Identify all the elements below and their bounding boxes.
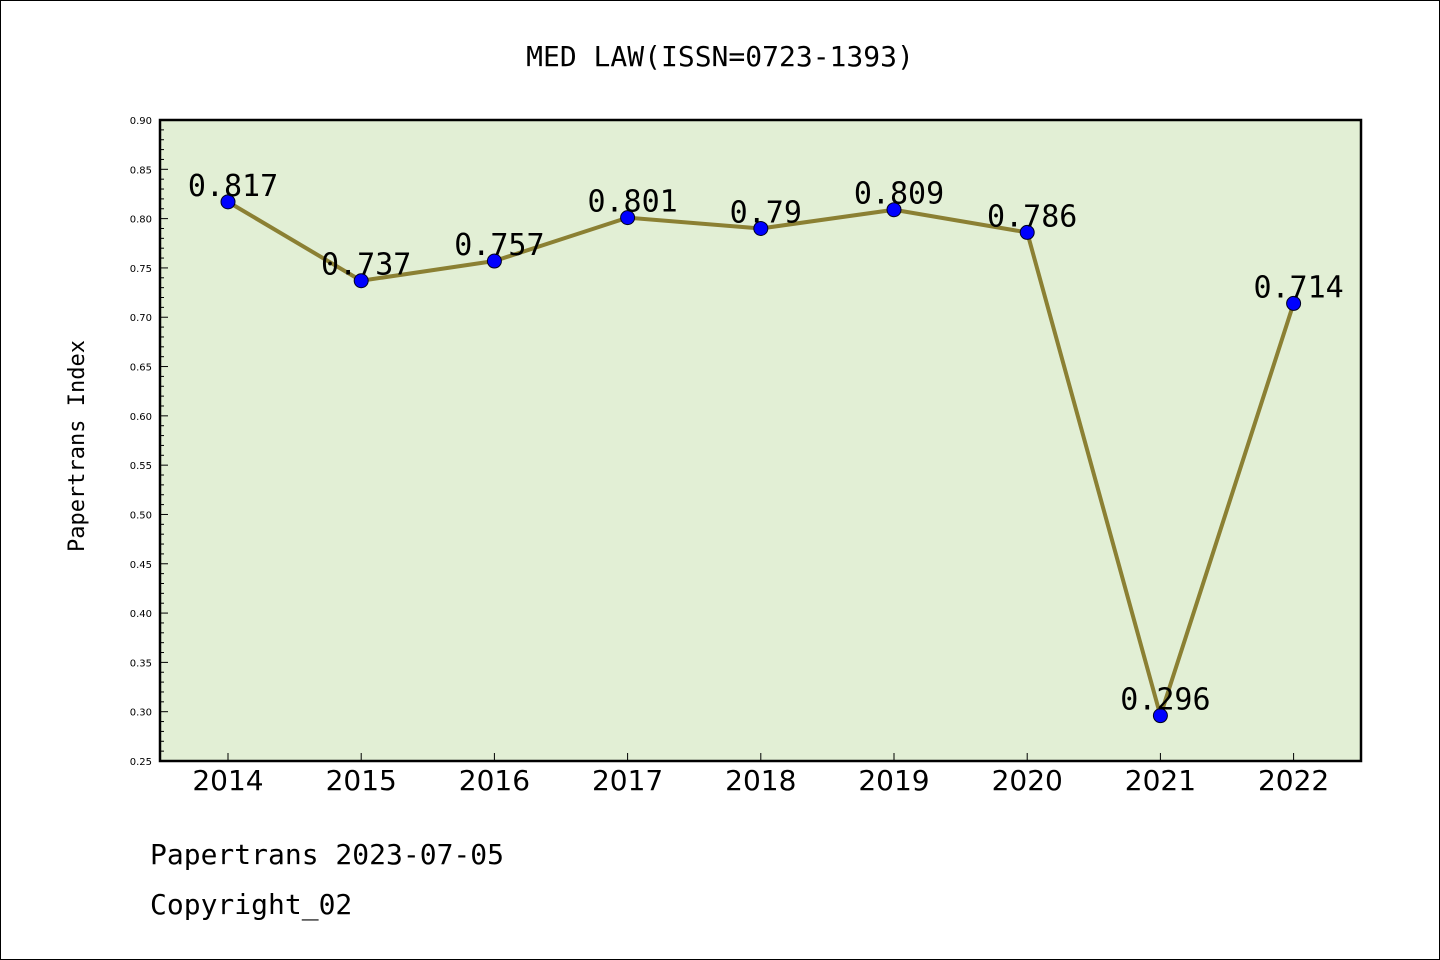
- data-point: [220, 194, 236, 210]
- y-tick-label: 0.55: [130, 461, 152, 472]
- y-tick-label: 0.35: [130, 658, 152, 669]
- data-label: 0.786: [987, 199, 1077, 234]
- y-tick-label: 0.75: [130, 264, 152, 275]
- data-point: [1019, 224, 1035, 240]
- y-tick-label: 0.60: [130, 412, 152, 423]
- x-tick-label: 2014: [192, 764, 263, 797]
- footer-copyright: Copyright_02: [150, 888, 352, 922]
- y-tick-label: 0.80: [130, 215, 152, 226]
- data-point: [620, 210, 636, 226]
- y-tick-label: 0.85: [130, 165, 152, 176]
- y-axis: 0.25 0.30 0.35 0.40 0.45 0.50 0.55 0.60 0.65 0.70…: [130, 116, 168, 768]
- y-tick-label: 0.30: [130, 708, 152, 719]
- data-point: [1286, 295, 1302, 311]
- x-tick-label: 2016: [459, 764, 530, 797]
- chart-title: MED LAW(ISSN=0723-1393): [526, 40, 914, 73]
- series-group: [220, 194, 1302, 724]
- data-label: 0.817: [188, 169, 278, 204]
- data-label: 0.296: [1120, 683, 1210, 718]
- x-tick-label: 2021: [1125, 764, 1196, 797]
- data-label: 0.757: [454, 228, 544, 263]
- y-tick-label: 0.25: [130, 757, 152, 768]
- data-point: [486, 253, 502, 269]
- x-tick-label: 2018: [725, 764, 796, 797]
- data-labels: 0.817 0.737 0.757 0.801 0.79 0.809 0.786 0.296 0…: [188, 169, 1344, 718]
- footer-date: Papertrans 2023-07-05: [150, 838, 504, 871]
- data-label: 0.714: [1253, 270, 1343, 305]
- x-tick-label: 2020: [992, 764, 1063, 797]
- data-point: [753, 220, 769, 236]
- y-tick-label: 0.90: [130, 116, 152, 127]
- x-tick-label: 2017: [592, 764, 663, 797]
- y-tick-label: 0.45: [130, 560, 152, 571]
- data-label: 0.801: [587, 185, 677, 220]
- data-point: [1152, 708, 1168, 724]
- data-label: 0.79: [730, 195, 802, 230]
- x-tick-label: 2015: [326, 764, 397, 797]
- x-axis: 2014 2015 2016 2017 2018 2019 2020 2021 2022: [192, 753, 1329, 797]
- data-point: [353, 273, 369, 289]
- x-tick-label: 2019: [858, 764, 929, 797]
- y-tick-label: 0.65: [130, 363, 152, 374]
- data-label: 0.737: [321, 248, 411, 283]
- data-label: 0.809: [854, 177, 944, 212]
- data-point: [886, 202, 902, 218]
- y-axis-label: Papertrans Index: [65, 340, 90, 552]
- x-tick-label: 2022: [1258, 764, 1329, 797]
- y-tick-label: 0.70: [130, 313, 152, 324]
- y-tick-label: 0.50: [130, 510, 152, 521]
- y-tick-label: 0.40: [130, 609, 152, 620]
